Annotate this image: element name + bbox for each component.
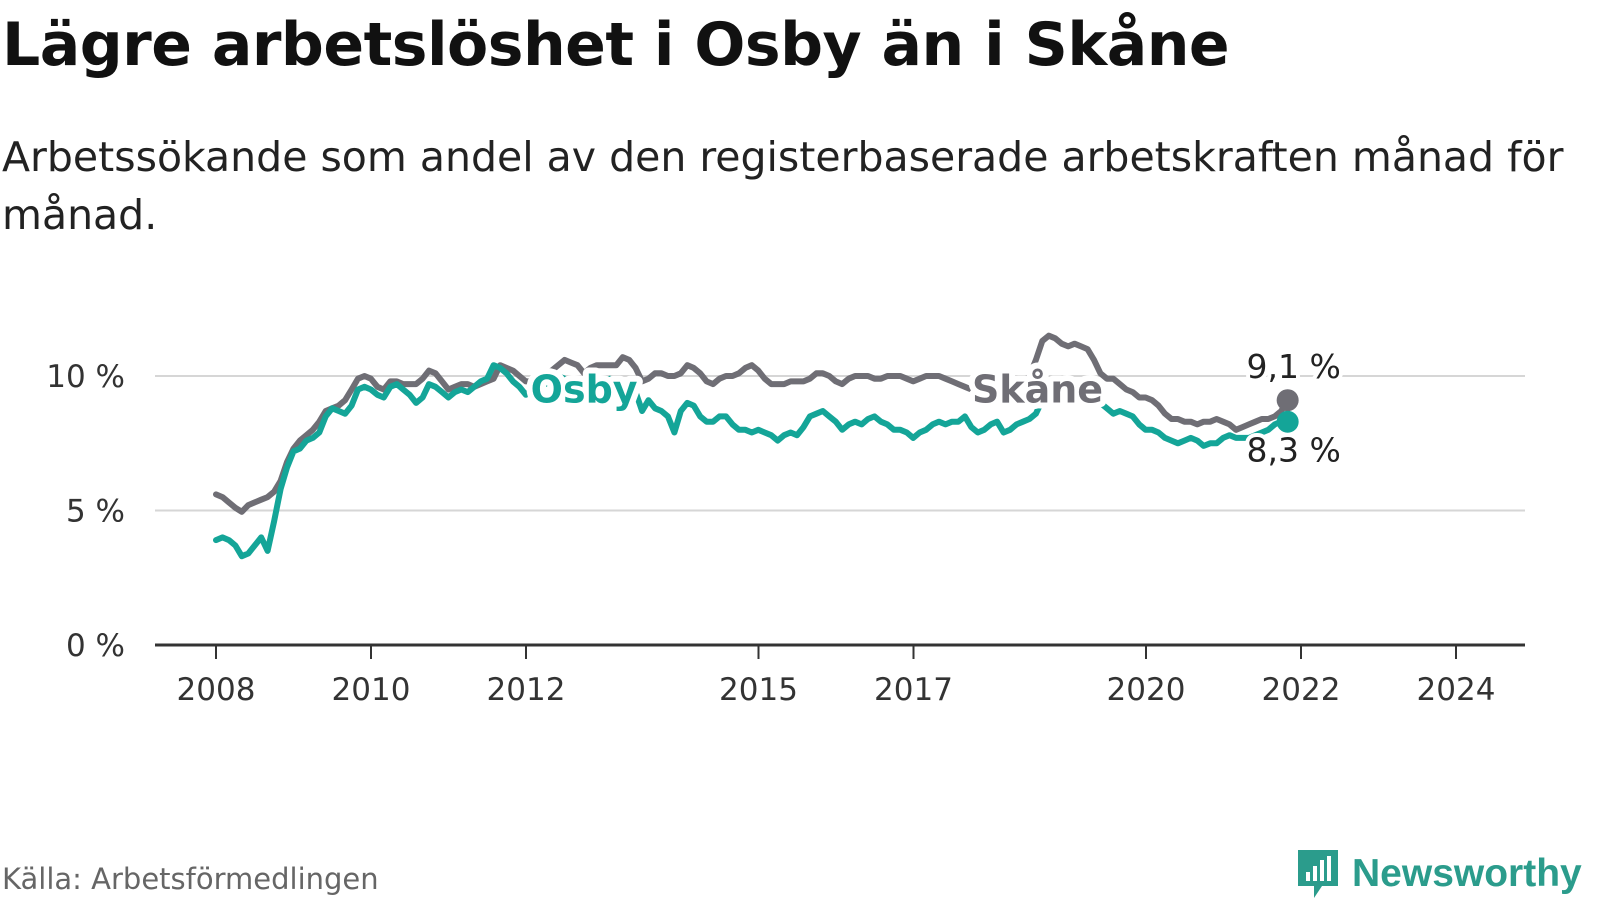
series-line-osby (213, 362, 1291, 560)
end-value-label-osby: 8,3 % (1246, 431, 1340, 470)
series-line-skane (213, 332, 1291, 515)
x-tick-label: 2020 (1107, 672, 1186, 708)
x-tick-label: 2022 (1262, 672, 1341, 708)
x-tick-label: 2017 (874, 672, 953, 708)
brand-name: Newsworthy (1352, 852, 1582, 895)
x-tick-label: 2024 (1417, 672, 1496, 708)
y-tick-label: 0 % (66, 628, 125, 664)
x-tick-label: 2008 (177, 672, 256, 708)
end-point-skane (1276, 389, 1299, 412)
series-label-skane: Skåne (972, 367, 1103, 411)
series-lines (213, 332, 1299, 560)
source-note: Källa: Arbetsförmedlingen (2, 862, 379, 896)
y-axis-ticks: 0 % 5 % 10 % (46, 359, 125, 664)
series-labels: Osby Skåne 9,1 % 8,3 % (525, 343, 1345, 474)
x-tick-label: 2012 (487, 672, 566, 708)
x-tick-label: 2010 (332, 672, 411, 708)
y-tick-label: 10 % (46, 359, 125, 395)
x-axis-ticks: 2008 2010 2012 2015 2017 2020 2022 2024 (177, 645, 1496, 708)
end-point-osby (1276, 410, 1299, 433)
newsworthy-icon (1298, 850, 1338, 898)
chart-subtitle: Arbetssökande som andel av den registerb… (2, 133, 1564, 239)
series-label-osby: Osby (531, 367, 638, 411)
gridlines (155, 375, 1525, 647)
y-tick-label: 5 % (66, 494, 125, 530)
brand-logo[interactable]: Newsworthy (1294, 846, 1582, 902)
x-tick-label: 2015 (719, 672, 798, 708)
end-value-label-skane: 9,1 % (1246, 347, 1340, 386)
chart-title: Lägre arbetslöshet i Osby än i Skåne (2, 10, 1230, 80)
